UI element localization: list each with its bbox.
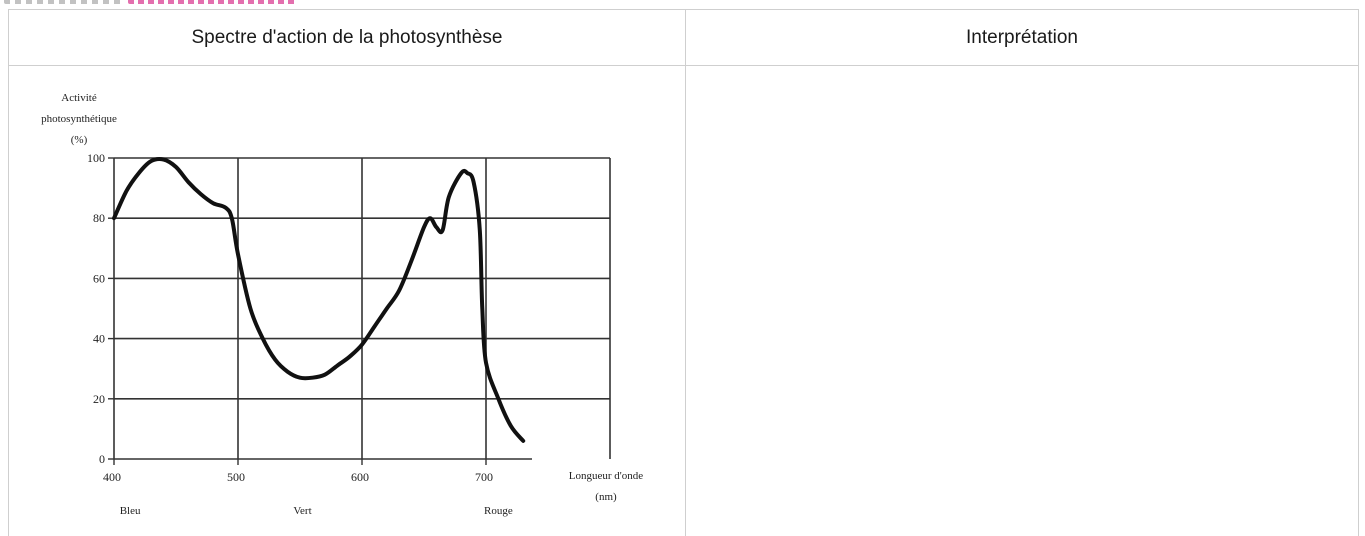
y-tick-label-80: 80 (93, 211, 105, 225)
table-body-row: 0 20 40 60 80 100 400 500 600 700 Activité photosyn… (9, 66, 1359, 536)
y-axis-label-line-1: photosynthétique (41, 113, 117, 125)
y-tick-label-100: 100 (87, 151, 105, 165)
x-tick-label-600: 600 (351, 470, 369, 484)
action-spectrum-chart: 0 20 40 60 80 100 400 500 600 700 Activité photosyn… (9, 66, 686, 536)
color-label-bleu: Bleu (120, 505, 141, 517)
x-tick-label-500: 500 (227, 470, 245, 484)
y-axis-label-line-0: Activité (61, 92, 97, 104)
table-header-row: Spectre d'action de la photosynthèse Int… (9, 10, 1359, 66)
x-tick-label-700: 700 (475, 470, 493, 484)
left-column-header: Spectre d'action de la photosynthèse (9, 10, 686, 66)
x-tick-label-400: 400 (103, 470, 121, 484)
y-tick-label-0: 0 (99, 452, 105, 466)
right-column-header: Interprétation (686, 10, 1359, 66)
chart-cell: 0 20 40 60 80 100 400 500 600 700 Activité photosyn… (9, 66, 686, 536)
cropped-heading-gray (4, 0, 124, 4)
y-tick-label-40: 40 (93, 332, 105, 346)
interpretation-cell[interactable] (686, 66, 1359, 536)
x-axis-label-line-1: (nm) (595, 491, 617, 503)
y-tick-label-20: 20 (93, 392, 105, 406)
worksheet-table: Spectre d'action de la photosynthèse Int… (8, 9, 1359, 536)
y-axis-label-line-2: (%) (71, 134, 88, 146)
x-axis-label-line-0: Longueur d'onde (569, 470, 643, 482)
color-label-rouge: Rouge (484, 505, 513, 517)
color-label-vert: Vert (293, 505, 311, 517)
cropped-heading-pink (128, 0, 298, 4)
y-tick-label-60: 60 (93, 271, 105, 285)
cropped-heading-fragment (0, 0, 1365, 8)
